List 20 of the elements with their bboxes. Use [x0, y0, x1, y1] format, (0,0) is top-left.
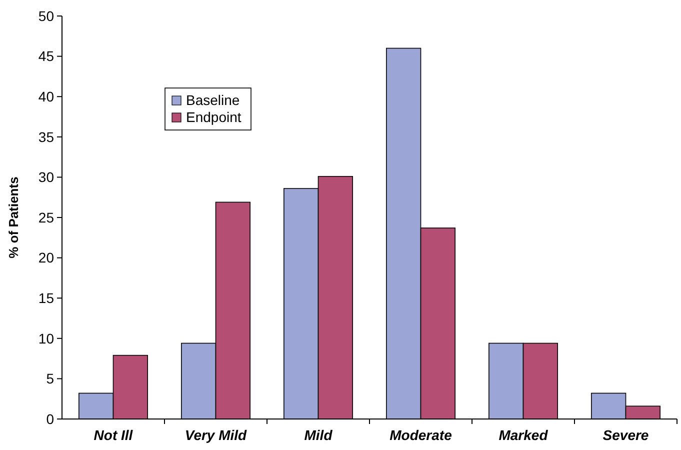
y-tick-label: 10: [38, 330, 54, 346]
x-tick-label: Marked: [498, 427, 548, 443]
y-tick-label: 35: [38, 128, 54, 145]
y-tick-label: 15: [38, 290, 54, 306]
y-tick-label: 50: [38, 8, 54, 24]
y-tick-label: 20: [38, 250, 54, 266]
legend-label: Endpoint: [186, 109, 242, 125]
x-tick-label: Not Ill: [94, 427, 134, 443]
y-tick-label: 45: [38, 48, 54, 64]
y-axis-title: % of Patients: [6, 176, 21, 258]
legend-label: Baseline: [186, 92, 240, 108]
y-tick-label: 25: [38, 209, 54, 226]
x-tick-label: Mild: [304, 427, 333, 443]
x-tick-label: Severe: [602, 427, 649, 443]
y-tick-label: 40: [38, 88, 54, 104]
x-tick-label: Moderate: [390, 427, 452, 443]
y-tick-label: 30: [38, 169, 54, 186]
y-tick-label: 0: [46, 410, 54, 427]
y-tick-label: 5: [46, 370, 54, 387]
x-tick-label: Very Mild: [184, 427, 248, 443]
